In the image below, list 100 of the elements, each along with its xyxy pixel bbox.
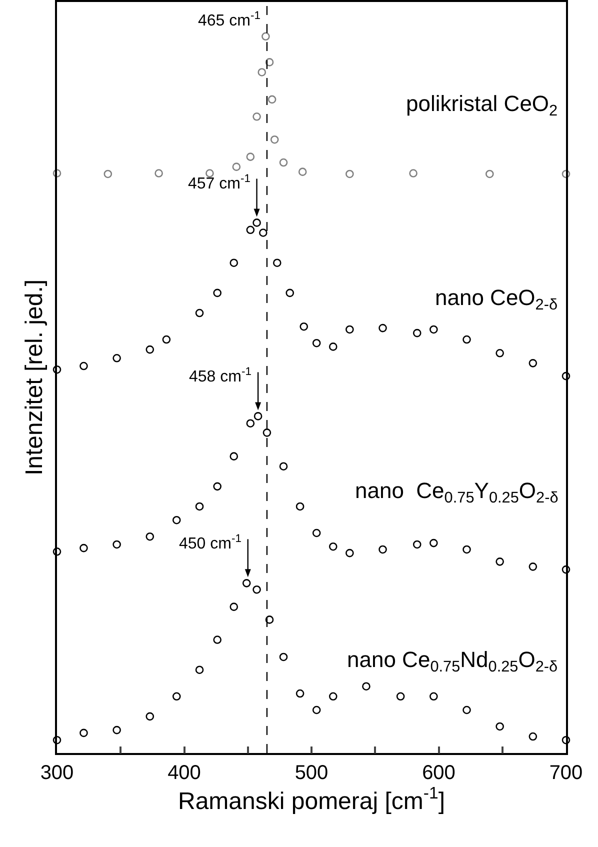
point xyxy=(528,562,538,571)
point xyxy=(486,170,494,178)
point xyxy=(346,170,354,178)
point xyxy=(562,736,570,744)
point xyxy=(265,616,274,624)
annotation: 457 cm$^{-1}$ xyxy=(188,173,250,193)
point xyxy=(279,652,288,662)
point xyxy=(230,452,238,460)
point xyxy=(528,732,538,741)
point xyxy=(213,482,222,491)
point xyxy=(562,565,570,574)
point xyxy=(146,712,154,721)
x-tick-label: 700 xyxy=(549,762,583,784)
point xyxy=(246,419,255,428)
point xyxy=(462,706,471,714)
point xyxy=(52,169,62,178)
point xyxy=(328,542,338,551)
point xyxy=(378,324,387,332)
text: polikristal CeO$_{2}$ xyxy=(406,91,558,120)
point xyxy=(528,359,538,368)
point xyxy=(112,354,121,362)
point xyxy=(346,548,354,558)
point xyxy=(80,728,88,738)
point xyxy=(328,342,338,351)
point xyxy=(80,544,88,552)
point xyxy=(296,689,304,698)
point xyxy=(112,540,121,549)
annotation: 465 cm$^{-1}$ xyxy=(198,10,260,30)
y-axis-title: Intenzitet [rel. jed.] xyxy=(20,279,48,476)
point xyxy=(312,338,321,348)
point xyxy=(52,365,62,374)
point xyxy=(496,558,504,566)
point xyxy=(52,547,62,556)
point xyxy=(195,502,204,511)
point xyxy=(362,682,370,691)
annotation: 458 cm$^{-1}$ xyxy=(189,366,252,386)
x-tick-label: 300 xyxy=(40,762,74,784)
point xyxy=(298,168,307,176)
point xyxy=(112,726,121,734)
series-label: nano CeO$_{2-δ}$ xyxy=(435,285,558,314)
point xyxy=(462,545,471,554)
point xyxy=(252,218,261,227)
point xyxy=(496,722,504,731)
point xyxy=(270,135,279,144)
point xyxy=(312,706,321,714)
series-label: nano Ce$_{0.75}$Nd$_{0.25}$O$_{2-δ}$ xyxy=(347,647,558,676)
point xyxy=(232,162,241,171)
series-label: nano Ce$_{0.75}$Y$_{0.25}$O$_{2-δ}$ xyxy=(355,478,558,507)
point xyxy=(430,538,438,548)
point xyxy=(286,288,294,298)
point xyxy=(146,345,154,354)
point xyxy=(496,348,504,358)
point xyxy=(230,602,238,611)
point xyxy=(312,528,321,538)
point xyxy=(462,335,471,344)
point xyxy=(562,170,570,178)
point xyxy=(52,736,62,744)
point xyxy=(242,579,251,588)
point xyxy=(300,322,308,331)
x-tick-label: 400 xyxy=(168,762,201,784)
point xyxy=(272,258,282,267)
point xyxy=(262,32,270,41)
point xyxy=(265,58,274,66)
annotation: 450 cm$^{-1}$ xyxy=(179,533,242,553)
point xyxy=(346,325,354,334)
point xyxy=(246,226,255,234)
point xyxy=(206,169,214,178)
point xyxy=(213,288,222,298)
point xyxy=(262,428,272,437)
point xyxy=(252,112,261,121)
point xyxy=(412,328,422,338)
point xyxy=(430,325,438,334)
point xyxy=(162,335,171,344)
point xyxy=(268,95,276,104)
point xyxy=(396,692,405,701)
point xyxy=(562,372,570,380)
point xyxy=(258,68,266,76)
point xyxy=(80,362,88,370)
point xyxy=(154,169,163,178)
point xyxy=(195,666,204,674)
point xyxy=(279,158,288,167)
point xyxy=(328,692,338,701)
x-tick-label: 500 xyxy=(294,762,328,784)
point xyxy=(172,692,181,701)
point xyxy=(279,462,288,471)
point xyxy=(259,228,268,237)
x-tick-label: 600 xyxy=(422,762,456,784)
point xyxy=(246,152,255,161)
point xyxy=(409,169,418,178)
point xyxy=(412,540,422,549)
point xyxy=(430,692,438,701)
point xyxy=(146,532,154,541)
point xyxy=(213,636,222,644)
point xyxy=(296,502,304,511)
point xyxy=(195,308,204,318)
point xyxy=(252,585,261,594)
point xyxy=(230,258,238,267)
point xyxy=(378,545,387,554)
point xyxy=(104,170,112,178)
point xyxy=(172,516,181,524)
